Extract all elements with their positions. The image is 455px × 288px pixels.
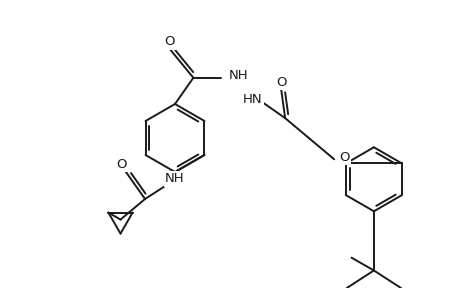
- Text: O: O: [275, 76, 286, 89]
- Text: NH: NH: [228, 69, 248, 82]
- Text: O: O: [339, 151, 349, 164]
- Text: O: O: [116, 158, 127, 171]
- Text: O: O: [164, 35, 175, 48]
- Text: HN: HN: [243, 93, 262, 106]
- Text: NH: NH: [165, 173, 184, 185]
